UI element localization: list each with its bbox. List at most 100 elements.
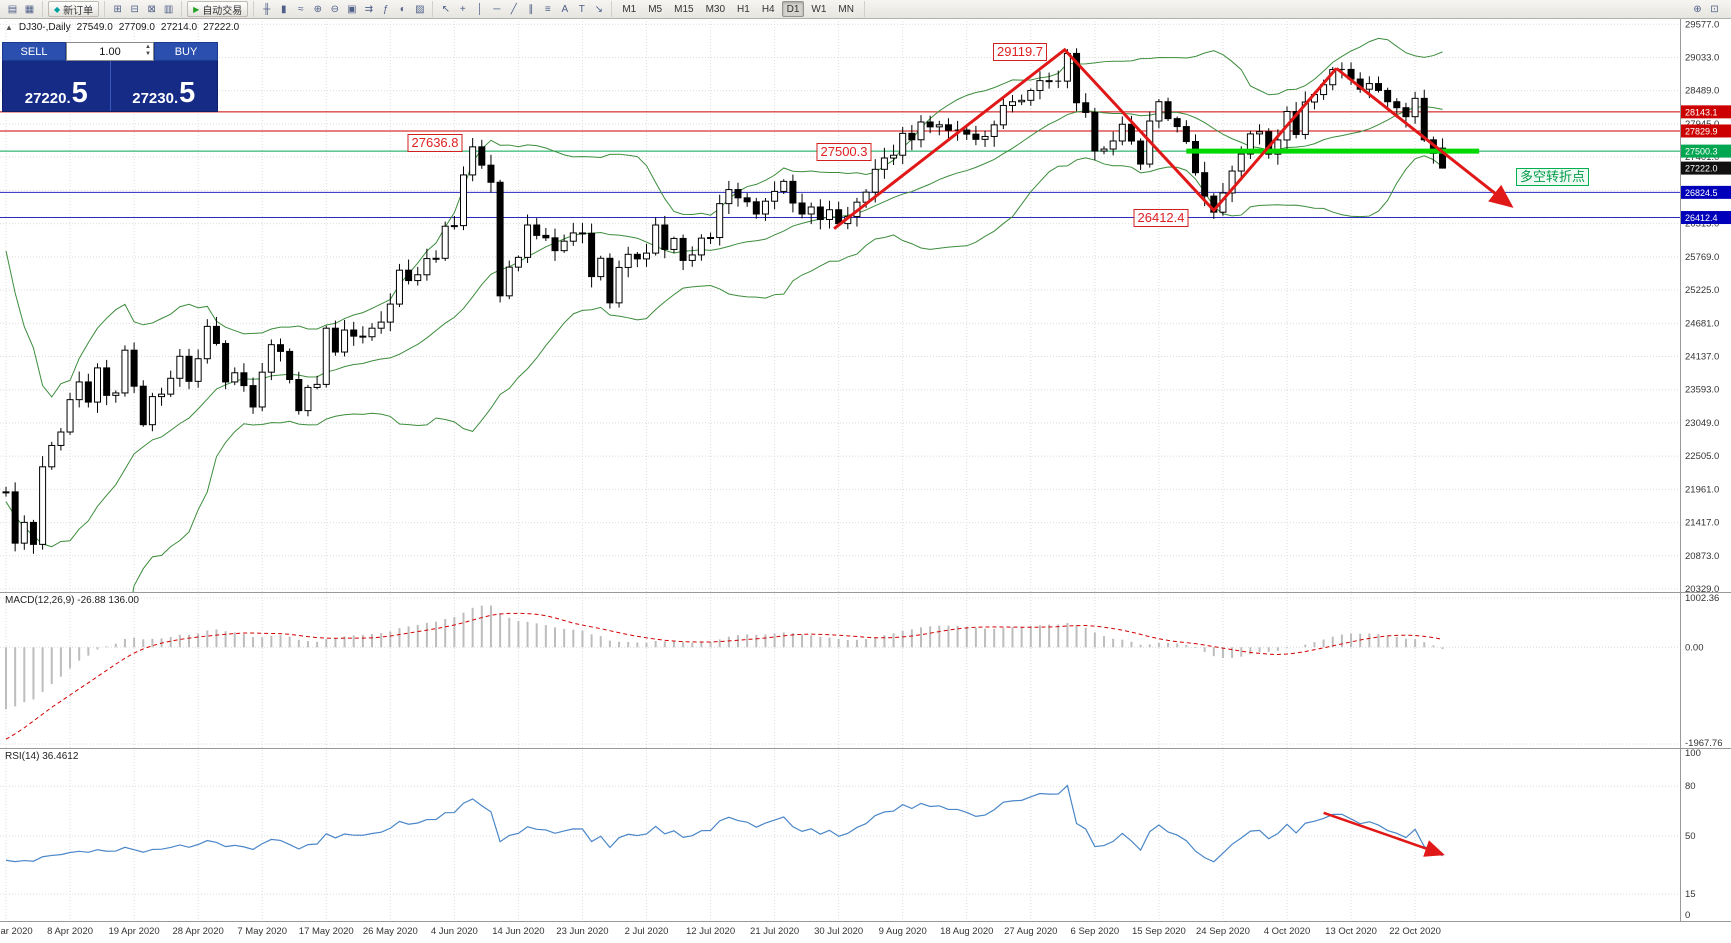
- price-tag-label: 27829.9: [1685, 126, 1718, 136]
- candlestick-chart-icon[interactable]: ▮: [281, 3, 287, 15]
- arrows-icon[interactable]: ↘: [594, 3, 603, 15]
- price-annotation-low[interactable]: 26412.4: [1133, 209, 1189, 227]
- price-tick-label: 29577.0: [1685, 19, 1719, 30]
- tf-h1[interactable]: H1: [737, 3, 750, 15]
- zoom-out-icon[interactable]: ⊖: [330, 3, 339, 15]
- bar-chart-icon[interactable]: ╫: [263, 3, 271, 15]
- timeframes-group: M1 M5 M15 M30 H1 H4 D1 W1 MN: [612, 1, 865, 17]
- volume-spinner[interactable]: ▲ ▼: [145, 44, 151, 58]
- date-label: 2 Jul 2020: [625, 926, 669, 937]
- date-label: 26 May 2020: [363, 926, 418, 937]
- tf-h4[interactable]: H4: [761, 3, 775, 15]
- date-label: 28 Apr 2020: [173, 926, 224, 937]
- date-label: 27 Aug 2020: [1004, 926, 1057, 937]
- fibonacci-icon[interactable]: ≡: [544, 3, 551, 15]
- price-tag-label: 26412.4: [1685, 213, 1718, 223]
- date-label: 6 Sep 2020: [1071, 926, 1120, 937]
- sell-price[interactable]: 27220. 5: [3, 61, 110, 111]
- price-tag-label: 28143.1: [1685, 107, 1718, 117]
- rsi-tick-label: 15: [1685, 889, 1696, 900]
- date-label: 19 Apr 2020: [108, 926, 159, 937]
- date-label: 30 Jul 2020: [814, 926, 863, 937]
- new-chart-icon[interactable]: ▤: [7, 3, 18, 15]
- volume-input[interactable]: 1.00 ▲ ▼: [66, 42, 154, 61]
- tf-m30[interactable]: M30: [705, 3, 726, 15]
- price-tick-label: 28489.0: [1685, 86, 1719, 97]
- ohlc-low: 27214.0: [160, 22, 198, 33]
- line-chart-icon[interactable]: ≈: [298, 3, 304, 15]
- terminal-icon[interactable]: ▥: [163, 3, 174, 15]
- price-annotation-support[interactable]: 27500.3: [816, 143, 872, 161]
- date-label: 23 Jun 2020: [556, 926, 608, 937]
- price-tick-label: 20873.0: [1685, 551, 1719, 562]
- date-label: 21 Jul 2020: [750, 926, 799, 937]
- new-order-button-icon: ◆: [54, 4, 61, 14]
- date-label: 24 Sep 2020: [1196, 926, 1250, 937]
- zoom-tool-icon[interactable]: ⊕: [1693, 3, 1702, 15]
- buy-button[interactable]: BUY: [154, 42, 218, 61]
- rsi-label: RSI(14) 36.4612: [5, 751, 78, 762]
- date-label: 15 Sep 2020: [1132, 926, 1186, 937]
- turning-point-note[interactable]: 多空转折点: [1516, 168, 1590, 186]
- cursor-icon[interactable]: ↖: [441, 3, 450, 15]
- spinner-down-icon[interactable]: ▼: [145, 51, 151, 57]
- date-label: 12 Jul 2020: [686, 926, 735, 937]
- tf-w1[interactable]: W1: [811, 3, 827, 15]
- tf-m15[interactable]: M15: [674, 3, 694, 15]
- crosshair-icon[interactable]: +: [459, 3, 466, 15]
- zoom-in-icon[interactable]: ⊕: [313, 3, 322, 15]
- sell-button[interactable]: SELL: [2, 42, 66, 61]
- collapse-arrow-icon[interactable]: ▲: [5, 23, 13, 32]
- buy-price-pips: 5: [179, 77, 196, 110]
- macd-tick-label: 1002.36: [1685, 593, 1719, 604]
- market-watch-icon[interactable]: ⊞: [113, 3, 122, 15]
- vertical-line-icon[interactable]: │: [476, 3, 483, 15]
- ohlc-high: 27709.0: [118, 22, 155, 33]
- tf-d1[interactable]: D1: [781, 1, 805, 17]
- tf-mn[interactable]: MN: [838, 3, 854, 15]
- date-label: 30 Mar 2020: [0, 926, 33, 937]
- date-label: 9 Aug 2020: [879, 926, 927, 937]
- price-tag: [1681, 185, 1731, 199]
- periods-icon[interactable]: ◐: [399, 3, 406, 15]
- price-tick-label: 26313.0: [1685, 219, 1719, 230]
- price-annotation-peak[interactable]: 29119.7: [992, 43, 1048, 61]
- main-plot: [2, 37, 1514, 592]
- price-tick-label: 23049.0: [1685, 418, 1719, 429]
- equidistant-channel-icon[interactable]: ∥: [528, 3, 534, 15]
- auto-trading-button[interactable]: ▶ 自动交易: [187, 1, 249, 17]
- macd-signal: [5, 612, 1443, 740]
- indicators-icon[interactable]: ƒ: [383, 3, 389, 15]
- auto-scroll-icon[interactable]: ⇉: [364, 3, 373, 15]
- dock-icon[interactable]: ⊡: [1710, 3, 1719, 15]
- macd-values: -26.88 136.00: [77, 595, 139, 606]
- tile-windows-icon[interactable]: ▣: [347, 3, 357, 15]
- spinner-up-icon[interactable]: ▲: [145, 44, 151, 50]
- rsi-name: RSI(14): [5, 751, 40, 762]
- price-tick-label: 24681.0: [1685, 318, 1719, 329]
- date-label: 7 May 2020: [237, 926, 287, 937]
- macd-label: MACD(12,26,9) -26.88 136.00: [5, 595, 139, 606]
- new-order-button[interactable]: ◆ 新订单: [48, 1, 100, 17]
- price-annotation-june-high[interactable]: 27636.8: [407, 134, 463, 152]
- tf-m5[interactable]: M5: [648, 3, 663, 15]
- rsi-tick-label: 100: [1685, 748, 1701, 759]
- navigator-icon[interactable]: ⊠: [147, 3, 156, 15]
- buy-price[interactable]: 27230. 5: [109, 61, 218, 111]
- trendline-icon[interactable]: ╱: [510, 3, 517, 15]
- tf-m1[interactable]: M1: [622, 3, 637, 15]
- price-tag-label: 27222.0: [1685, 164, 1718, 174]
- horizontal-line-icon[interactable]: ─: [493, 3, 501, 15]
- new-order-button-label: 新订单: [63, 5, 94, 17]
- data-window-icon[interactable]: ⊟: [130, 3, 139, 15]
- text-icon[interactable]: A: [561, 3, 569, 15]
- rsi-arrow: [1323, 811, 1445, 857]
- templates-icon[interactable]: ▨: [415, 3, 425, 15]
- price-tick-label: 20329.0: [1685, 584, 1719, 595]
- profiles-icon[interactable]: ▦: [24, 3, 35, 15]
- date-label: 8 Apr 2020: [47, 926, 93, 937]
- text-label-icon[interactable]: T: [578, 3, 585, 15]
- chart-tools-group: ╫ ▮ ≈ ⊕ ⊖ ▣ ⇉ ƒ ◐ ▨: [254, 1, 434, 17]
